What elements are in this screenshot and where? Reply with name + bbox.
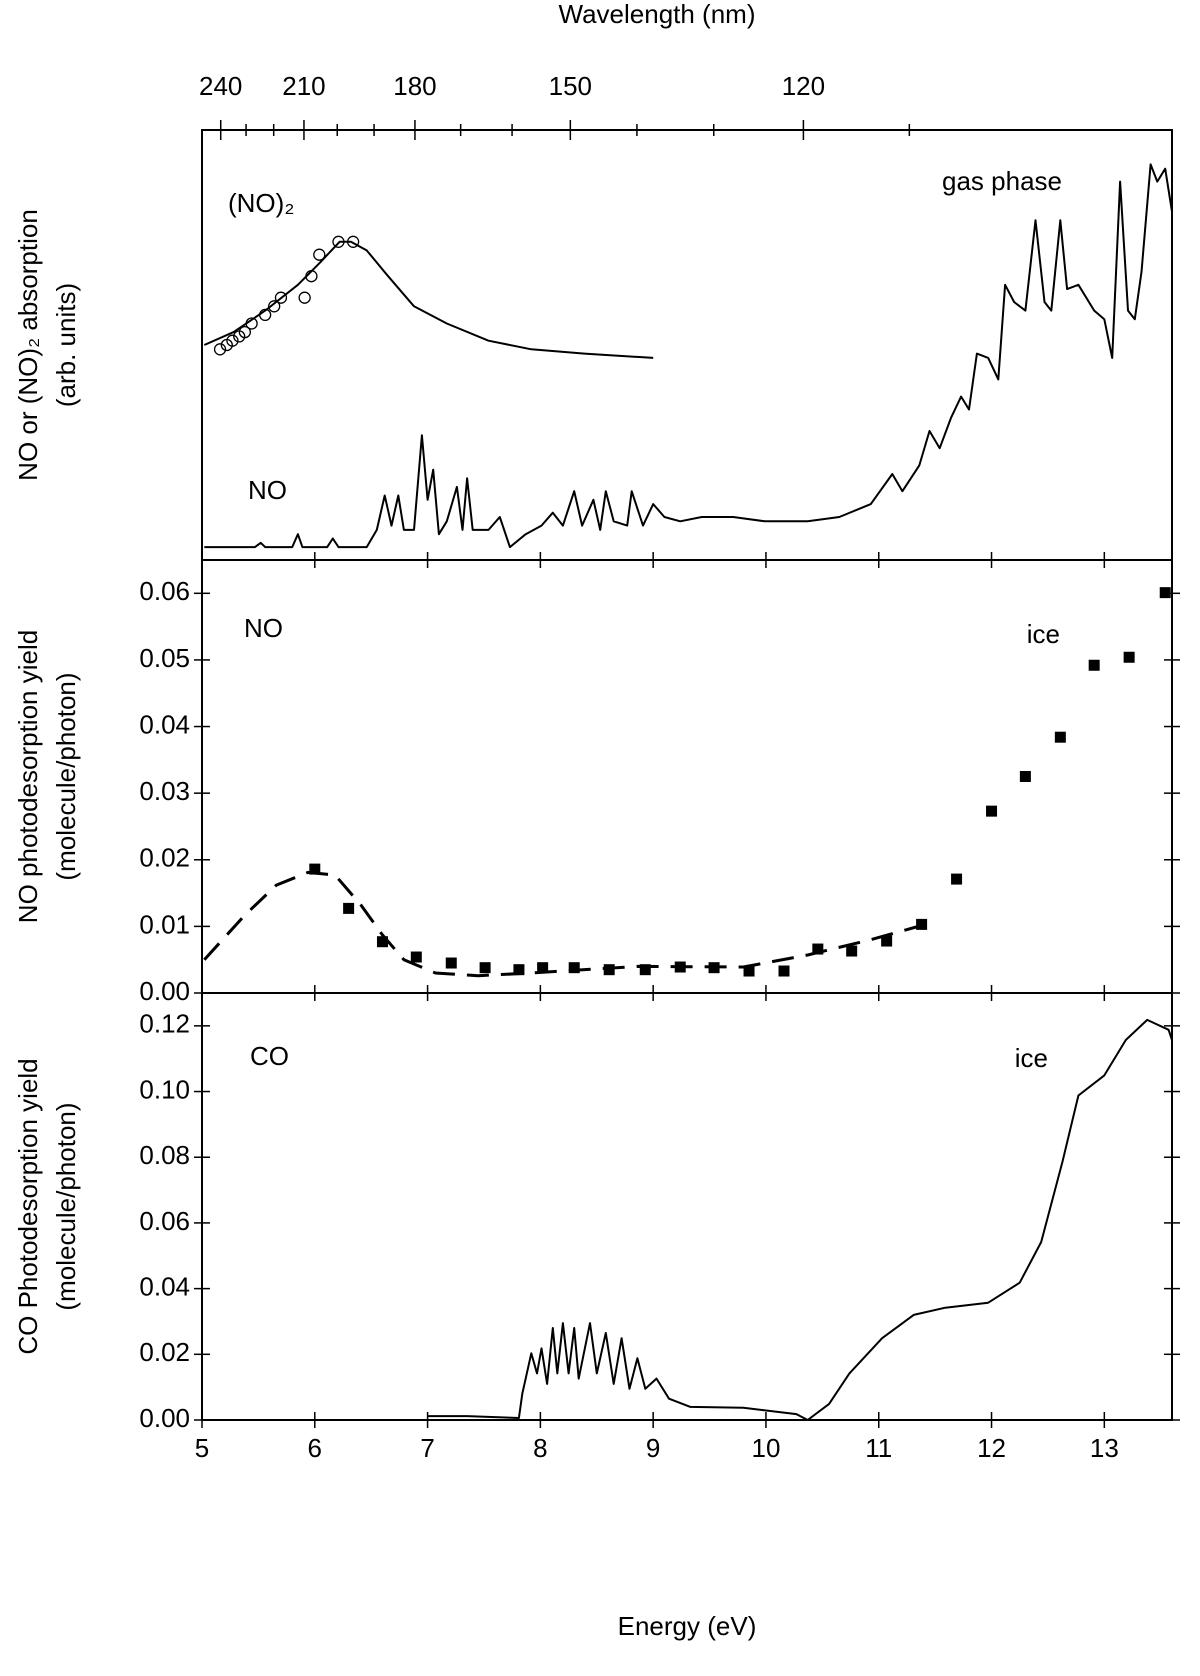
panel-frame bbox=[201, 992, 1173, 1421]
data-point bbox=[268, 300, 281, 313]
x2-axis-label: Wavelength (nm) bbox=[559, 0, 756, 29]
data-point bbox=[846, 945, 858, 957]
annotation: CO bbox=[250, 1041, 289, 1071]
data-point bbox=[603, 964, 615, 976]
y-axis-label: CO Photodesorption yield bbox=[13, 1058, 43, 1354]
y-axis-label: NO photodesorption yield bbox=[13, 630, 43, 923]
data-point bbox=[568, 962, 580, 974]
data-point bbox=[274, 291, 288, 304]
y-axis-label: (arb. units) bbox=[51, 283, 81, 407]
x-tick-label: 13 bbox=[1090, 1433, 1119, 1463]
data-point bbox=[881, 935, 893, 947]
data-point bbox=[639, 964, 651, 976]
data-line bbox=[427, 1018, 1173, 1421]
y-tick-label: 0.08 bbox=[139, 1140, 190, 1170]
y-tick-label: 0.06 bbox=[139, 1206, 190, 1236]
x-tick-label: 9 bbox=[646, 1433, 660, 1463]
y-tick-label: 0.05 bbox=[139, 643, 190, 673]
x-tick-label: 12 bbox=[977, 1433, 1006, 1463]
y-tick-label: 0.03 bbox=[139, 776, 190, 806]
annotation: (NO)₂ bbox=[228, 188, 294, 218]
annotation: NO bbox=[244, 613, 283, 643]
y-axis-label: (molecule/photon) bbox=[51, 1102, 81, 1310]
y-tick-label: 0.00 bbox=[139, 976, 190, 1006]
data-point bbox=[238, 325, 252, 339]
data-point bbox=[376, 936, 388, 948]
data-line bbox=[203, 240, 654, 359]
y-tick-label: 0.01 bbox=[139, 909, 190, 939]
x-tick-label: 8 bbox=[533, 1433, 547, 1463]
data-point bbox=[743, 965, 755, 977]
data-point bbox=[213, 343, 227, 356]
data-point bbox=[309, 863, 321, 875]
x-tick-label: 11 bbox=[865, 1433, 892, 1463]
x-tick-label: 7 bbox=[420, 1433, 434, 1463]
data-point bbox=[410, 951, 422, 963]
data-point bbox=[479, 962, 491, 974]
data-point bbox=[332, 235, 345, 248]
y-tick-label: 0.02 bbox=[139, 843, 190, 873]
data-point bbox=[245, 317, 258, 330]
data-point bbox=[259, 308, 272, 322]
data-point bbox=[1159, 587, 1171, 599]
data-point bbox=[343, 902, 355, 914]
data-point bbox=[778, 965, 790, 977]
data-point bbox=[1019, 771, 1031, 782]
x2-tick-label: 240 bbox=[199, 71, 242, 101]
data-point bbox=[537, 962, 549, 974]
data-point bbox=[1088, 659, 1100, 671]
y-tick-label: 0.02 bbox=[139, 1337, 190, 1367]
x-tick-label: 6 bbox=[308, 1433, 322, 1463]
x2-tick-label: 120 bbox=[782, 71, 825, 101]
data-point bbox=[313, 248, 326, 261]
y-tick-label: 0.06 bbox=[139, 576, 190, 606]
y-tick-label: 0.10 bbox=[139, 1074, 190, 1104]
x2-tick-label: 150 bbox=[549, 71, 592, 101]
data-point bbox=[305, 270, 318, 283]
y-tick-label: 0.00 bbox=[139, 1403, 190, 1433]
annotation: ice bbox=[1027, 619, 1060, 649]
y-tick-label: 0.12 bbox=[139, 1009, 190, 1039]
data-point bbox=[445, 957, 457, 969]
data-point bbox=[986, 805, 998, 817]
x-tick-label: 10 bbox=[751, 1433, 780, 1463]
x2-tick-label: 180 bbox=[393, 71, 436, 101]
data-line bbox=[203, 870, 936, 978]
x2-tick-label: 210 bbox=[282, 71, 325, 101]
annotation: gas phase bbox=[942, 166, 1062, 196]
data-point bbox=[951, 873, 963, 885]
y-tick-label: 0.04 bbox=[139, 709, 190, 739]
data-point bbox=[812, 943, 824, 955]
annotation: NO bbox=[248, 475, 287, 505]
data-point bbox=[513, 964, 525, 976]
data-point bbox=[1123, 651, 1135, 663]
data-line bbox=[204, 163, 1173, 549]
data-point bbox=[298, 291, 311, 304]
y-tick-label: 0.04 bbox=[139, 1271, 190, 1301]
annotation: ice bbox=[1015, 1043, 1048, 1073]
x-axis-label: Energy (eV) bbox=[618, 1611, 757, 1641]
x-tick-label: 5 bbox=[195, 1433, 209, 1463]
data-point bbox=[1054, 731, 1066, 743]
data-point bbox=[346, 235, 360, 248]
y-axis-label: NO or (NO)₂ absorption bbox=[13, 209, 43, 481]
data-point bbox=[226, 334, 239, 347]
y-axis-label: (molecule/photon) bbox=[51, 672, 81, 880]
